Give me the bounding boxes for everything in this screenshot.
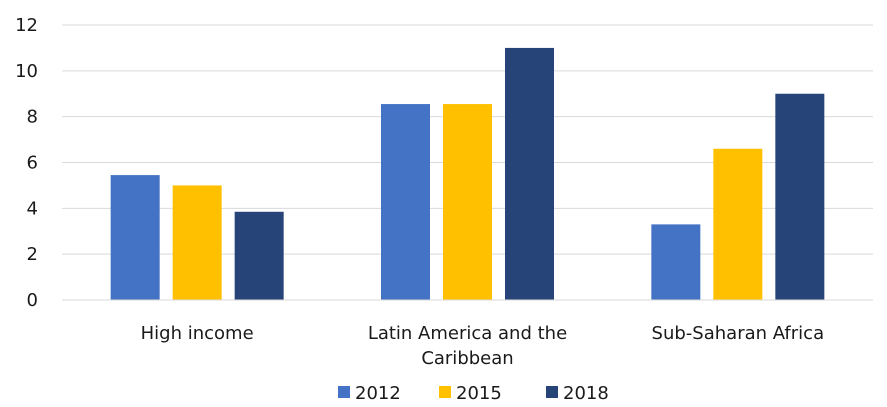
bar-2018: [775, 93, 825, 300]
y-tick-label: 12: [15, 15, 38, 36]
bars: [110, 47, 825, 300]
bar-2015: [713, 148, 763, 300]
y-tick-label: 0: [27, 290, 38, 311]
category-label: Latin America and the Caribbean: [368, 323, 567, 369]
bar-2018: [234, 211, 284, 300]
legend-label-2018: 2018: [563, 383, 609, 404]
category-labels: High income Latin America and the Caribbea…: [141, 323, 824, 369]
legend-label-2012: 2012: [355, 383, 401, 404]
bar-2015: [172, 185, 222, 300]
legend-swatch-2015: [439, 386, 451, 398]
category-label: High income: [141, 323, 254, 344]
y-tick-label: 4: [27, 198, 38, 219]
y-tick-label: 6: [27, 153, 38, 174]
legend-label-2015: 2015: [456, 383, 502, 404]
bar-2012: [381, 104, 430, 300]
legend-swatch-2018: [546, 386, 558, 398]
bar-2018: [505, 47, 554, 300]
bar-2015: [443, 104, 492, 300]
legend: 2012 2015 2018: [338, 383, 609, 404]
category-label: Sub-Saharan Africa: [652, 323, 825, 344]
y-tick-label: 2: [27, 244, 38, 265]
bar-2012: [651, 224, 701, 300]
y-tick-label: 10: [15, 61, 38, 82]
legend-swatch-2012: [338, 386, 350, 398]
y-axis-tick-labels: 0 2 4 6 8 10 12: [15, 15, 38, 311]
y-tick-label: 8: [27, 107, 38, 128]
bar-2012: [110, 175, 160, 300]
